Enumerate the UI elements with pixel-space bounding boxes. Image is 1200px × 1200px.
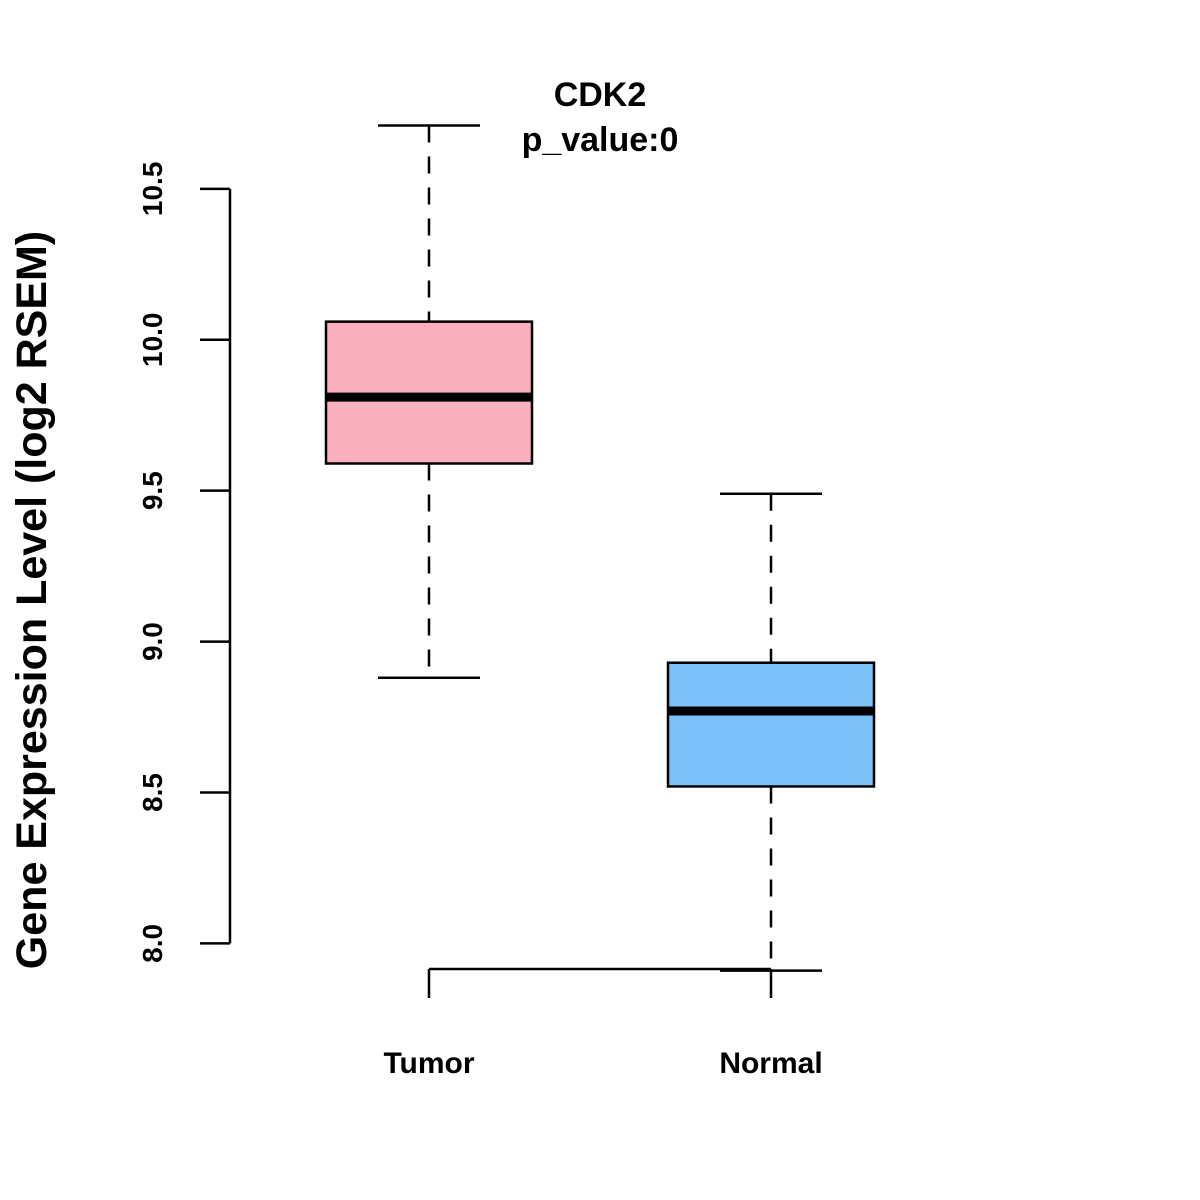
y-tick-label-4: 10.0	[137, 313, 168, 368]
box-tumor	[324, 124, 534, 680]
iqr-box	[666, 661, 876, 788]
y-tick-label-0: 8.0	[137, 924, 168, 963]
chart-title: CDK2	[554, 76, 647, 114]
chart-subtitle: p_value:0	[522, 121, 679, 159]
x-axis: Tumor Normal	[383, 967, 823, 1080]
iqr-box	[324, 320, 534, 465]
y-tick-label-3: 9.5	[137, 471, 168, 510]
boxes-group	[324, 124, 876, 972]
x-tick-label-tumor: Tumor	[383, 1047, 474, 1080]
y-tick-label-1: 8.5	[137, 773, 168, 812]
x-tick-label-normal: Normal	[719, 1047, 822, 1080]
y-axis: 8.0 8.5 9.0 9.5 10.0 10.5	[137, 162, 232, 963]
y-tick-label-2: 9.0	[137, 622, 168, 661]
y-tick-label-5: 10.5	[137, 162, 168, 217]
y-axis-label: Gene Expression Level (log2 RSEM)	[8, 231, 56, 969]
box-normal	[666, 492, 876, 972]
